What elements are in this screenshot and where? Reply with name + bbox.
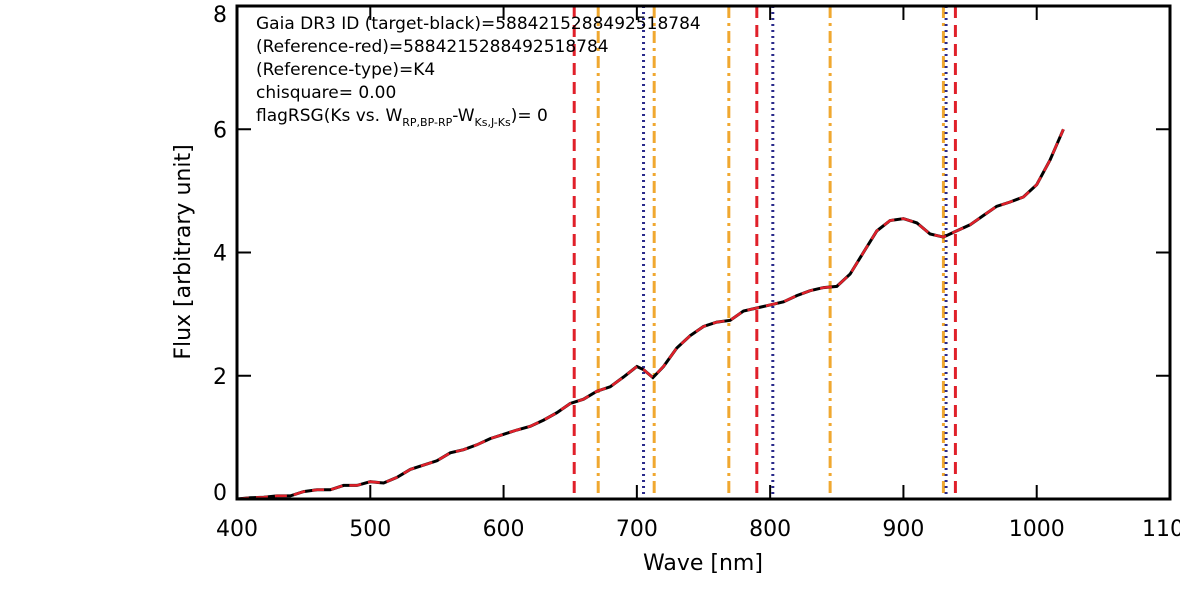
x-tick-label: 800	[749, 517, 791, 542]
y-tick-label: 4	[213, 242, 227, 267]
y-tick-label: 8	[213, 3, 227, 28]
x-tick-label: 400	[216, 517, 258, 542]
x-tick-label: 500	[349, 517, 391, 542]
annotation-part: -W	[452, 106, 474, 126]
y-tick-label: 2	[213, 365, 227, 390]
annotation: chisquare= 0.00	[256, 83, 396, 103]
y-axis-label: Flux [arbitrary unit]	[171, 144, 196, 359]
spectrum-line	[236, 128, 1065, 501]
x-axis-label: Wave [nm]	[643, 551, 763, 576]
y-tick-label: 6	[213, 118, 227, 143]
annotation: Gaia DR3 ID (target-black)=5884215288492…	[256, 14, 701, 34]
annotation: (Reference-red)=5884215288492518784	[256, 37, 609, 57]
annotation-part: )= 0	[511, 106, 548, 126]
x-tick-label: 600	[483, 517, 525, 542]
annotation: (Reference-type)=K4	[256, 60, 435, 80]
spectrum-line	[236, 128, 1065, 501]
flag-annotation: flagRSG(Ks vs. WRP,BP-RP-WKs,J-Ks)= 0	[256, 106, 548, 129]
subscript: Ks,J-Ks	[475, 116, 511, 129]
annotation-part: flagRSG(Ks vs. W	[256, 106, 402, 126]
x-tick-label: 1000	[1009, 517, 1065, 542]
y-tick-label: 0	[213, 481, 227, 506]
x-tick-label: 900	[882, 517, 924, 542]
x-tick-label: 700	[616, 517, 658, 542]
subscript: RP,BP-RP	[402, 116, 452, 129]
